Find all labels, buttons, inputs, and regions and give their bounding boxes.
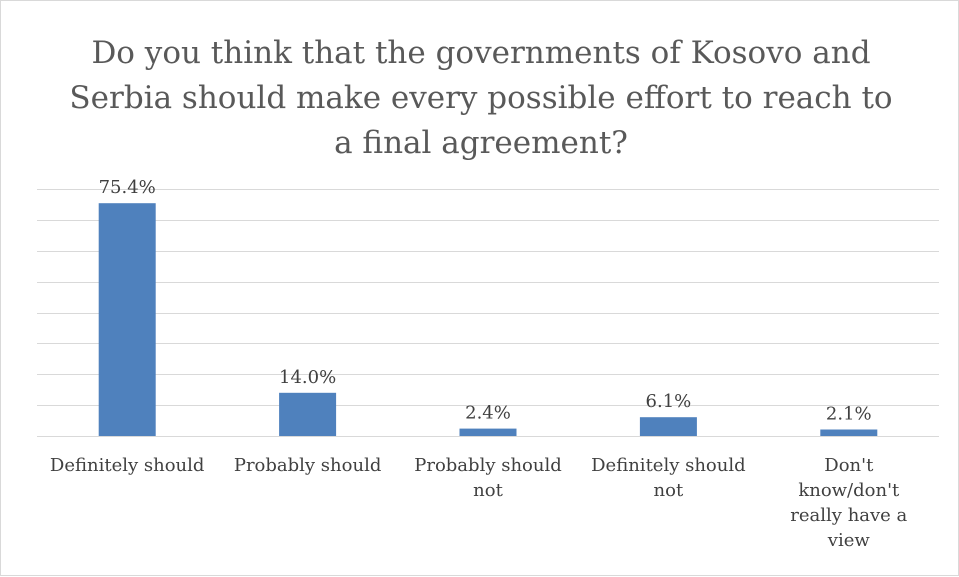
category-label: Definitely should not (591, 455, 746, 501)
data-label: 14.0% (279, 367, 336, 388)
category-label: Probably should (233, 455, 382, 476)
bar (98, 203, 156, 436)
bar (820, 429, 878, 436)
bar (639, 417, 697, 436)
data-label: 2.4% (465, 403, 511, 424)
category-label: Probably should not (414, 455, 562, 501)
bar (279, 392, 337, 436)
data-label: 2.1% (826, 404, 872, 425)
data-label: 75.4% (99, 177, 156, 198)
bar (459, 428, 517, 436)
category-label: Don't know/don't really have a view (790, 455, 908, 551)
category-label: Definitely should (49, 455, 205, 476)
data-label: 6.1% (646, 391, 692, 412)
chart-title: Do you think that the governments of Kos… (69, 35, 893, 161)
